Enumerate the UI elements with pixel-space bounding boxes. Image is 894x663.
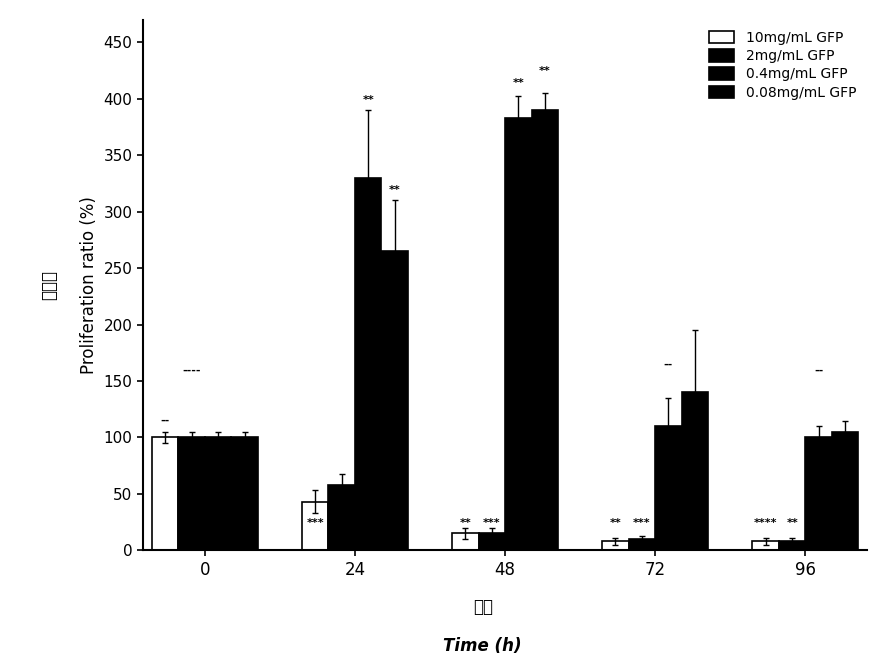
Text: **: **	[610, 518, 621, 528]
Bar	[205, 438, 232, 550]
Text: **: **	[539, 66, 551, 76]
Legend: 10mg/mL GFP, 2mg/mL GFP, 0.4mg/mL GFP, 0.08mg/mL GFP: 10mg/mL GFP, 2mg/mL GFP, 0.4mg/mL GFP, 0…	[705, 27, 860, 103]
Y-axis label: Proliferation ratio (%): Proliferation ratio (%)	[80, 196, 98, 374]
Bar	[779, 541, 805, 550]
Bar	[532, 110, 558, 550]
Text: ----: ----	[182, 365, 201, 375]
Text: **: **	[336, 518, 348, 528]
Bar	[152, 438, 179, 550]
Bar	[452, 533, 478, 550]
Text: ***: ***	[633, 518, 651, 528]
Bar	[753, 541, 779, 550]
Text: 时间: 时间	[473, 597, 493, 616]
Text: **: **	[460, 518, 471, 528]
Bar	[232, 438, 257, 550]
Bar	[655, 426, 682, 550]
Bar	[328, 485, 355, 550]
Text: --: --	[161, 416, 170, 426]
Text: ***: ***	[307, 518, 324, 528]
Bar	[382, 251, 408, 550]
Bar	[831, 432, 858, 550]
Bar	[302, 502, 328, 550]
Text: **: **	[512, 78, 524, 88]
Text: --: --	[814, 365, 823, 375]
Text: ****: ****	[754, 518, 778, 528]
Bar	[603, 541, 628, 550]
Text: 增殖率: 增殖率	[40, 270, 58, 300]
Text: **: **	[389, 185, 401, 195]
Text: --: --	[664, 360, 673, 370]
Bar	[682, 392, 708, 550]
Text: Time (h): Time (h)	[443, 637, 522, 656]
Text: **: **	[362, 95, 374, 105]
Bar	[505, 118, 532, 550]
Bar	[478, 533, 505, 550]
Text: **: **	[786, 518, 798, 528]
Bar	[805, 438, 831, 550]
Text: ***: ***	[483, 518, 501, 528]
Bar	[355, 178, 382, 550]
Bar	[179, 438, 205, 550]
Bar	[628, 539, 655, 550]
